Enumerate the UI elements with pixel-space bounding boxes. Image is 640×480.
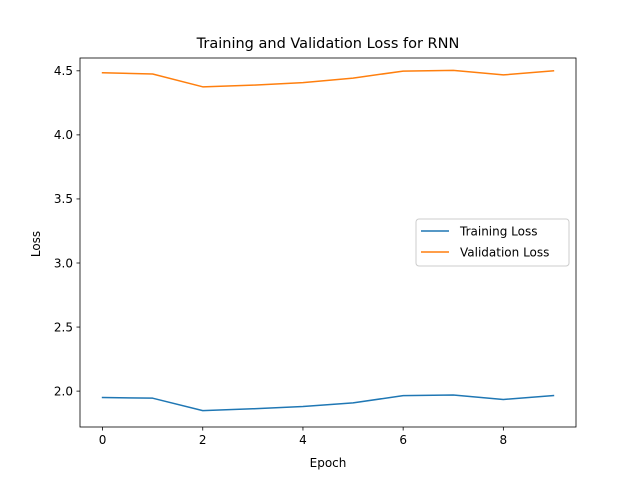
x-tick-label: 8 xyxy=(500,433,508,447)
y-tick-label: 2.0 xyxy=(54,384,73,398)
x-axis-label: Epoch xyxy=(310,456,347,470)
x-tick-label: 0 xyxy=(99,433,107,447)
series-group xyxy=(101,69,555,412)
y-tick-label: 3.0 xyxy=(54,256,73,270)
y-axis-label: Loss xyxy=(29,231,43,257)
y-axis-ticks: 2.0 2.5 3.0 3.5 4.0 4.5 xyxy=(54,64,80,398)
y-tick-label: 3.5 xyxy=(54,192,73,206)
y-tick-label: 4.0 xyxy=(54,128,73,142)
x-tick-label: 6 xyxy=(399,433,407,447)
axes-frame xyxy=(79,57,577,428)
plot-area: 0 2 4 6 8 2.0 2.5 3.0 3.5 4.0 4.5 xyxy=(54,57,577,447)
x-tick-label: 2 xyxy=(199,433,207,447)
series-line-1 xyxy=(101,394,555,412)
x-axis-ticks: 0 2 4 6 8 xyxy=(99,427,507,447)
y-tick-label: 2.5 xyxy=(54,320,73,334)
series-line-2 xyxy=(101,69,555,88)
legend-box xyxy=(415,218,570,267)
legend: Training Loss Validation Loss xyxy=(415,218,570,267)
legend-label-2: Validation Loss xyxy=(460,245,549,259)
chart-title: Training and Validation Loss for RNN xyxy=(196,36,460,52)
x-tick-label: 4 xyxy=(299,433,307,447)
y-tick-label: 4.5 xyxy=(54,64,73,78)
legend-label-1: Training Loss xyxy=(459,224,537,238)
